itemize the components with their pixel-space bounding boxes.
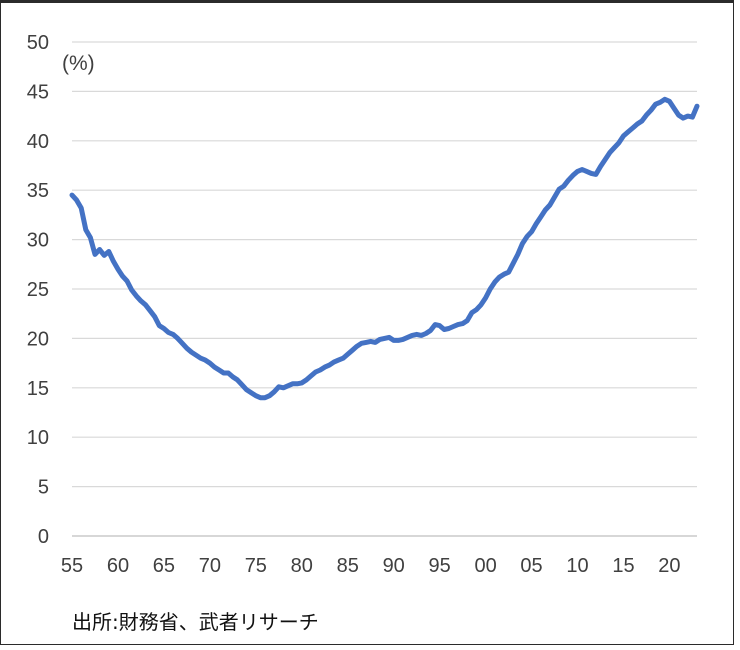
y-tick-label: 30 <box>27 230 49 252</box>
y-tick-label: 15 <box>27 378 49 400</box>
x-tick-label: 80 <box>291 555 313 577</box>
source-note: 出所:財務省、武者リサーチ <box>72 610 319 634</box>
y-tick-label: 35 <box>27 180 49 202</box>
gridlines <box>72 41 697 537</box>
series-line <box>69 96 700 401</box>
x-tick-label: 95 <box>429 555 451 577</box>
x-tick-label: 75 <box>245 555 267 577</box>
y-tick-label: 0 <box>38 526 49 548</box>
y-tick-label: 10 <box>27 427 49 449</box>
x-axis-ticks: 55 60 65 70 75 80 85 90 95 00 05 10 15 20 <box>61 555 681 577</box>
x-tick-label: 60 <box>107 555 129 577</box>
x-tick-label: 20 <box>658 555 680 577</box>
y-tick-label: 5 <box>38 477 49 499</box>
x-tick-label: 00 <box>474 555 496 577</box>
x-tick-label: 90 <box>383 555 405 577</box>
x-tick-label: 55 <box>61 555 83 577</box>
y-tick-label: 25 <box>27 279 49 301</box>
y-axis-ticks: 0 5 10 15 20 25 30 35 40 45 50 <box>27 32 49 548</box>
y-tick-label: 20 <box>27 328 49 350</box>
y-tick-label: 40 <box>27 131 49 153</box>
y-unit-label: (%) <box>62 52 95 75</box>
y-tick-label: 50 <box>27 32 49 54</box>
y-tick-label: 45 <box>27 81 49 103</box>
x-tick-label: 65 <box>153 555 175 577</box>
x-tick-label: 05 <box>520 555 542 577</box>
x-tick-label: 85 <box>337 555 359 577</box>
x-tick-label: 70 <box>199 555 221 577</box>
x-tick-label: 10 <box>566 555 588 577</box>
x-tick-label: 15 <box>612 555 634 577</box>
